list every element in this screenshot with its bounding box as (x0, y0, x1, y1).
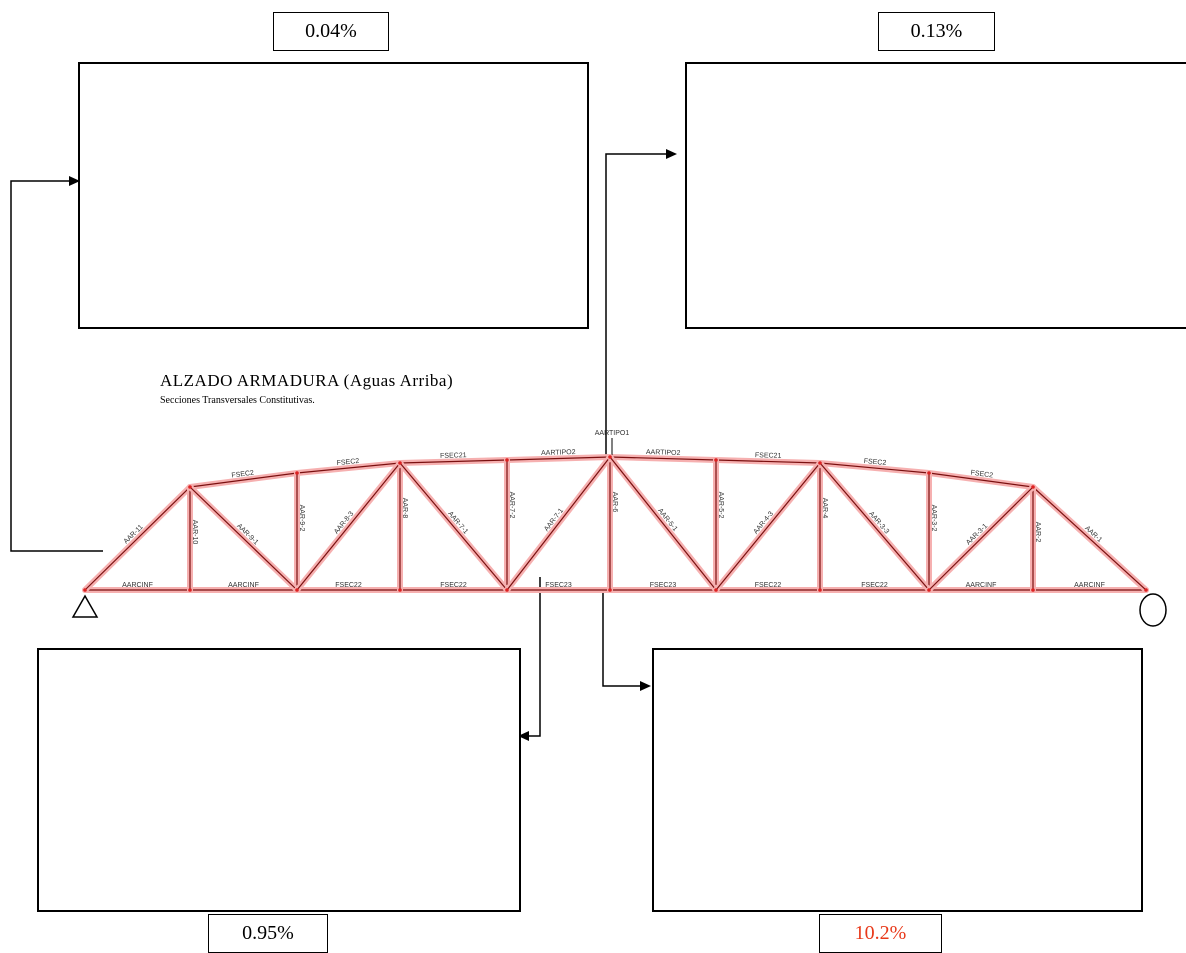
diagonal-1 (296, 462, 401, 591)
arrow-head-top-right (666, 149, 677, 159)
diagonal-4 (609, 456, 717, 591)
percentage-bottom-left: 0.95% (208, 914, 328, 953)
joint-bottom-8 (927, 588, 931, 592)
frame-top-left (78, 62, 589, 329)
arrow-head-bottom-right (640, 681, 651, 691)
joint-top-7 (818, 461, 822, 465)
roller-support (1139, 593, 1167, 627)
top-chord-label-7: FSEC2 (863, 458, 886, 467)
elevation-subtitle: Secciones Transversales Constitutivas. (160, 395, 315, 406)
diagonal-0 (189, 486, 298, 591)
arrow-head-bottom-left (518, 731, 529, 741)
vertical-label-7: AAR-4 (821, 498, 828, 519)
end-post-right (1032, 486, 1147, 591)
apex-label: AARTIPO1 (595, 430, 630, 437)
joint-bottom-1 (188, 588, 192, 592)
joint-bottom-4 (505, 588, 509, 592)
top-chord-label-2: FSEC2 (336, 458, 359, 467)
arrow-to-bottom-left-chart (528, 577, 541, 737)
top-chord-label-5: AARTIPO2 (646, 449, 681, 457)
top-chord-label-4: AARTIPO2 (541, 449, 576, 457)
joint-bottom-7 (818, 588, 822, 592)
frame-bottom-left (37, 648, 521, 912)
joint-top-4 (505, 458, 509, 462)
top-chord-label-8: FSEC2 (970, 470, 993, 480)
diagonal-7 (928, 486, 1034, 591)
top-chord-8 (928, 472, 1034, 488)
vertical-label-3: AAR-8 (401, 498, 408, 519)
pin-support (71, 594, 99, 618)
joint-bottom-6 (714, 588, 718, 592)
percentage-bottom-right: 10.2% (819, 914, 942, 953)
diagonal-2 (399, 462, 508, 591)
vertical-label-1: AAR-10 (191, 520, 198, 545)
diagonal-3 (506, 456, 611, 591)
top-chord-6 (715, 459, 821, 464)
bottom-chord-label-2: FSEC22 (335, 582, 362, 589)
vertical-label-9: AAR-2 (1034, 522, 1041, 543)
joint-top-6 (714, 458, 718, 462)
vertical-label-8: AAR-3-2 (930, 505, 937, 532)
joint-bottom-0 (83, 588, 87, 592)
joint-bottom-3 (398, 588, 402, 592)
bottom-chord-label-9: AARCINF (1074, 582, 1105, 589)
joint-bottom-9 (1031, 588, 1035, 592)
joint-top-3 (398, 461, 402, 465)
bottom-chord-label-8: AARCINF (966, 582, 997, 589)
joint-bottom-2 (295, 588, 299, 592)
diagonal-5 (715, 462, 821, 591)
joint-top-5 (608, 455, 612, 459)
bottom-chord-label-5: FSEC23 (650, 582, 677, 589)
joint-top-2 (295, 471, 299, 475)
arrow-head-top-left (69, 176, 80, 186)
vertical-label-4: AAR-7-2 (508, 492, 515, 519)
vertical-label-5: AAR-6 (611, 492, 618, 513)
arrow-to-bottom-right-chart (602, 590, 641, 687)
joint-top-9 (1031, 485, 1035, 489)
bottom-chord-label-3: FSEC22 (440, 582, 467, 589)
top-chord-label-1: FSEC2 (231, 470, 254, 480)
frame-top-right (685, 62, 1186, 329)
bottom-chord-label-4: FSEC23 (545, 582, 572, 589)
joint-bottom-5 (608, 588, 612, 592)
percentage-top-right: 0.13% (878, 12, 995, 51)
top-chord-1 (189, 472, 298, 488)
percentage-top-left: 0.04% (273, 12, 389, 51)
bottom-chord-label-7: FSEC22 (861, 582, 888, 589)
bottom-chord-label-1: AARCINF (228, 582, 259, 589)
bottom-chord-label-6: FSEC22 (755, 582, 782, 589)
top-chord-3 (399, 459, 508, 464)
connector-arrows (10, 149, 677, 741)
elevation-title: ALZADO ARMADURA (Aguas Arriba) (160, 371, 454, 390)
diagonal-6 (819, 462, 930, 591)
top-chord-label-3: FSEC21 (440, 452, 467, 460)
frame-bottom-right (652, 648, 1143, 912)
arrow-to-top-left-chart (10, 180, 103, 552)
top-chord-4 (506, 456, 611, 461)
top-chord-5 (609, 456, 717, 461)
bottom-chord-label-0: AARCINF (122, 582, 153, 589)
top-chord-label-6: FSEC21 (755, 452, 782, 460)
truss-elevation: AARCINF AARCINF FSEC22 FSEC22 FSEC23 FSEC23 FS… (82, 430, 1149, 593)
arrow-to-top-right-chart (605, 153, 667, 456)
joint-top-1 (188, 485, 192, 489)
joint-bottom-10 (1144, 588, 1148, 592)
vertical-label-2: AAR-9-2 (298, 505, 305, 532)
top-chord-7 (819, 462, 930, 474)
joint-top-8 (927, 471, 931, 475)
top-chord-2 (296, 462, 401, 474)
vertical-label-6: AAR-5-2 (717, 492, 724, 519)
end-post-left (84, 486, 191, 591)
